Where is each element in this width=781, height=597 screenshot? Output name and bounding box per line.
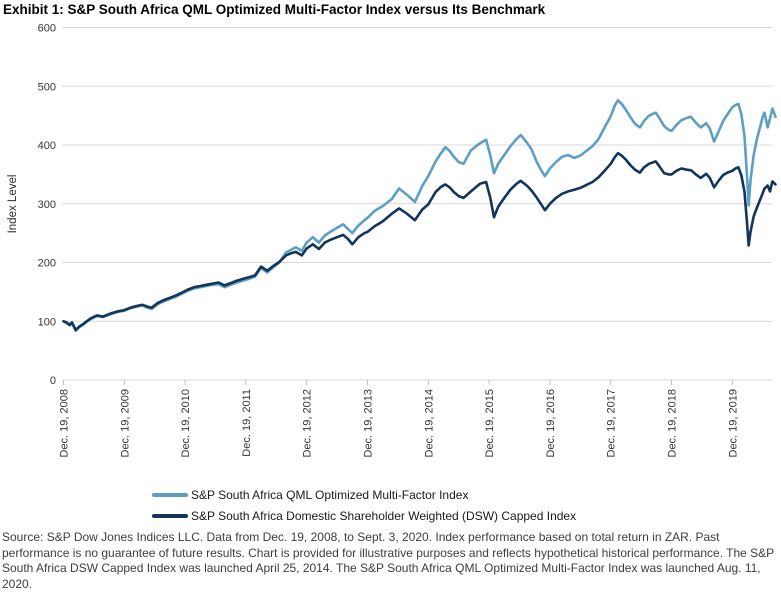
x-tick-label: Dec. 19, 2016 [545,389,557,458]
x-tick-label: Dec. 19, 2008 [59,389,71,458]
y-tick-label: 400 [38,140,56,152]
x-tick-label: Dec. 19, 2012 [302,389,314,458]
legend-label: S&P South Africa Domestic Shareholder We… [191,509,577,523]
chart-title: Exhibit 1: S&P South Africa QML Optimize… [3,2,546,17]
y-tick-label: 200 [38,258,56,270]
legend-item: S&P South Africa QML Optimized Multi-Fac… [152,488,576,502]
x-tick-label: Dec. 19, 2017 [606,389,618,458]
x-tick-label: Dec. 19, 2015 [484,389,496,458]
y-tick-label: 0 [50,375,56,387]
y-tick-label: 600 [38,23,56,35]
chart-legend: S&P South Africa QML Optimized Multi-Fac… [152,488,576,523]
y-tick-label: 100 [38,316,56,328]
legend-swatch [152,493,188,497]
x-tick-label: Dec. 19, 2019 [727,389,739,458]
series-line-dsw [62,151,777,332]
line-chart: 0 100 200 300 400 500 600 Dec. 19, 2008 Dec. 19,… [7,23,777,458]
x-tick-label: Dec. 19, 2009 [119,389,131,458]
y-axis-title: Index Level [7,175,19,234]
x-tick-label: Dec. 19, 2013 [363,389,375,458]
source-note: Source: S&P Dow Jones Indices LLC. Data … [2,530,774,591]
x-tick-label: Dec. 19, 2011 [241,389,253,457]
legend-swatch [152,514,188,518]
x-tick-label: Dec. 19, 2018 [667,389,679,458]
legend-item: S&P South Africa Domestic Shareholder We… [152,509,576,523]
y-tick-label: 300 [38,199,56,211]
y-tick-label: 500 [38,81,56,93]
x-tick-label: Dec. 19, 2014 [423,389,435,458]
legend-label: S&P South Africa QML Optimized Multi-Fac… [191,488,469,502]
x-tick-label: Dec. 19, 2010 [180,389,192,458]
